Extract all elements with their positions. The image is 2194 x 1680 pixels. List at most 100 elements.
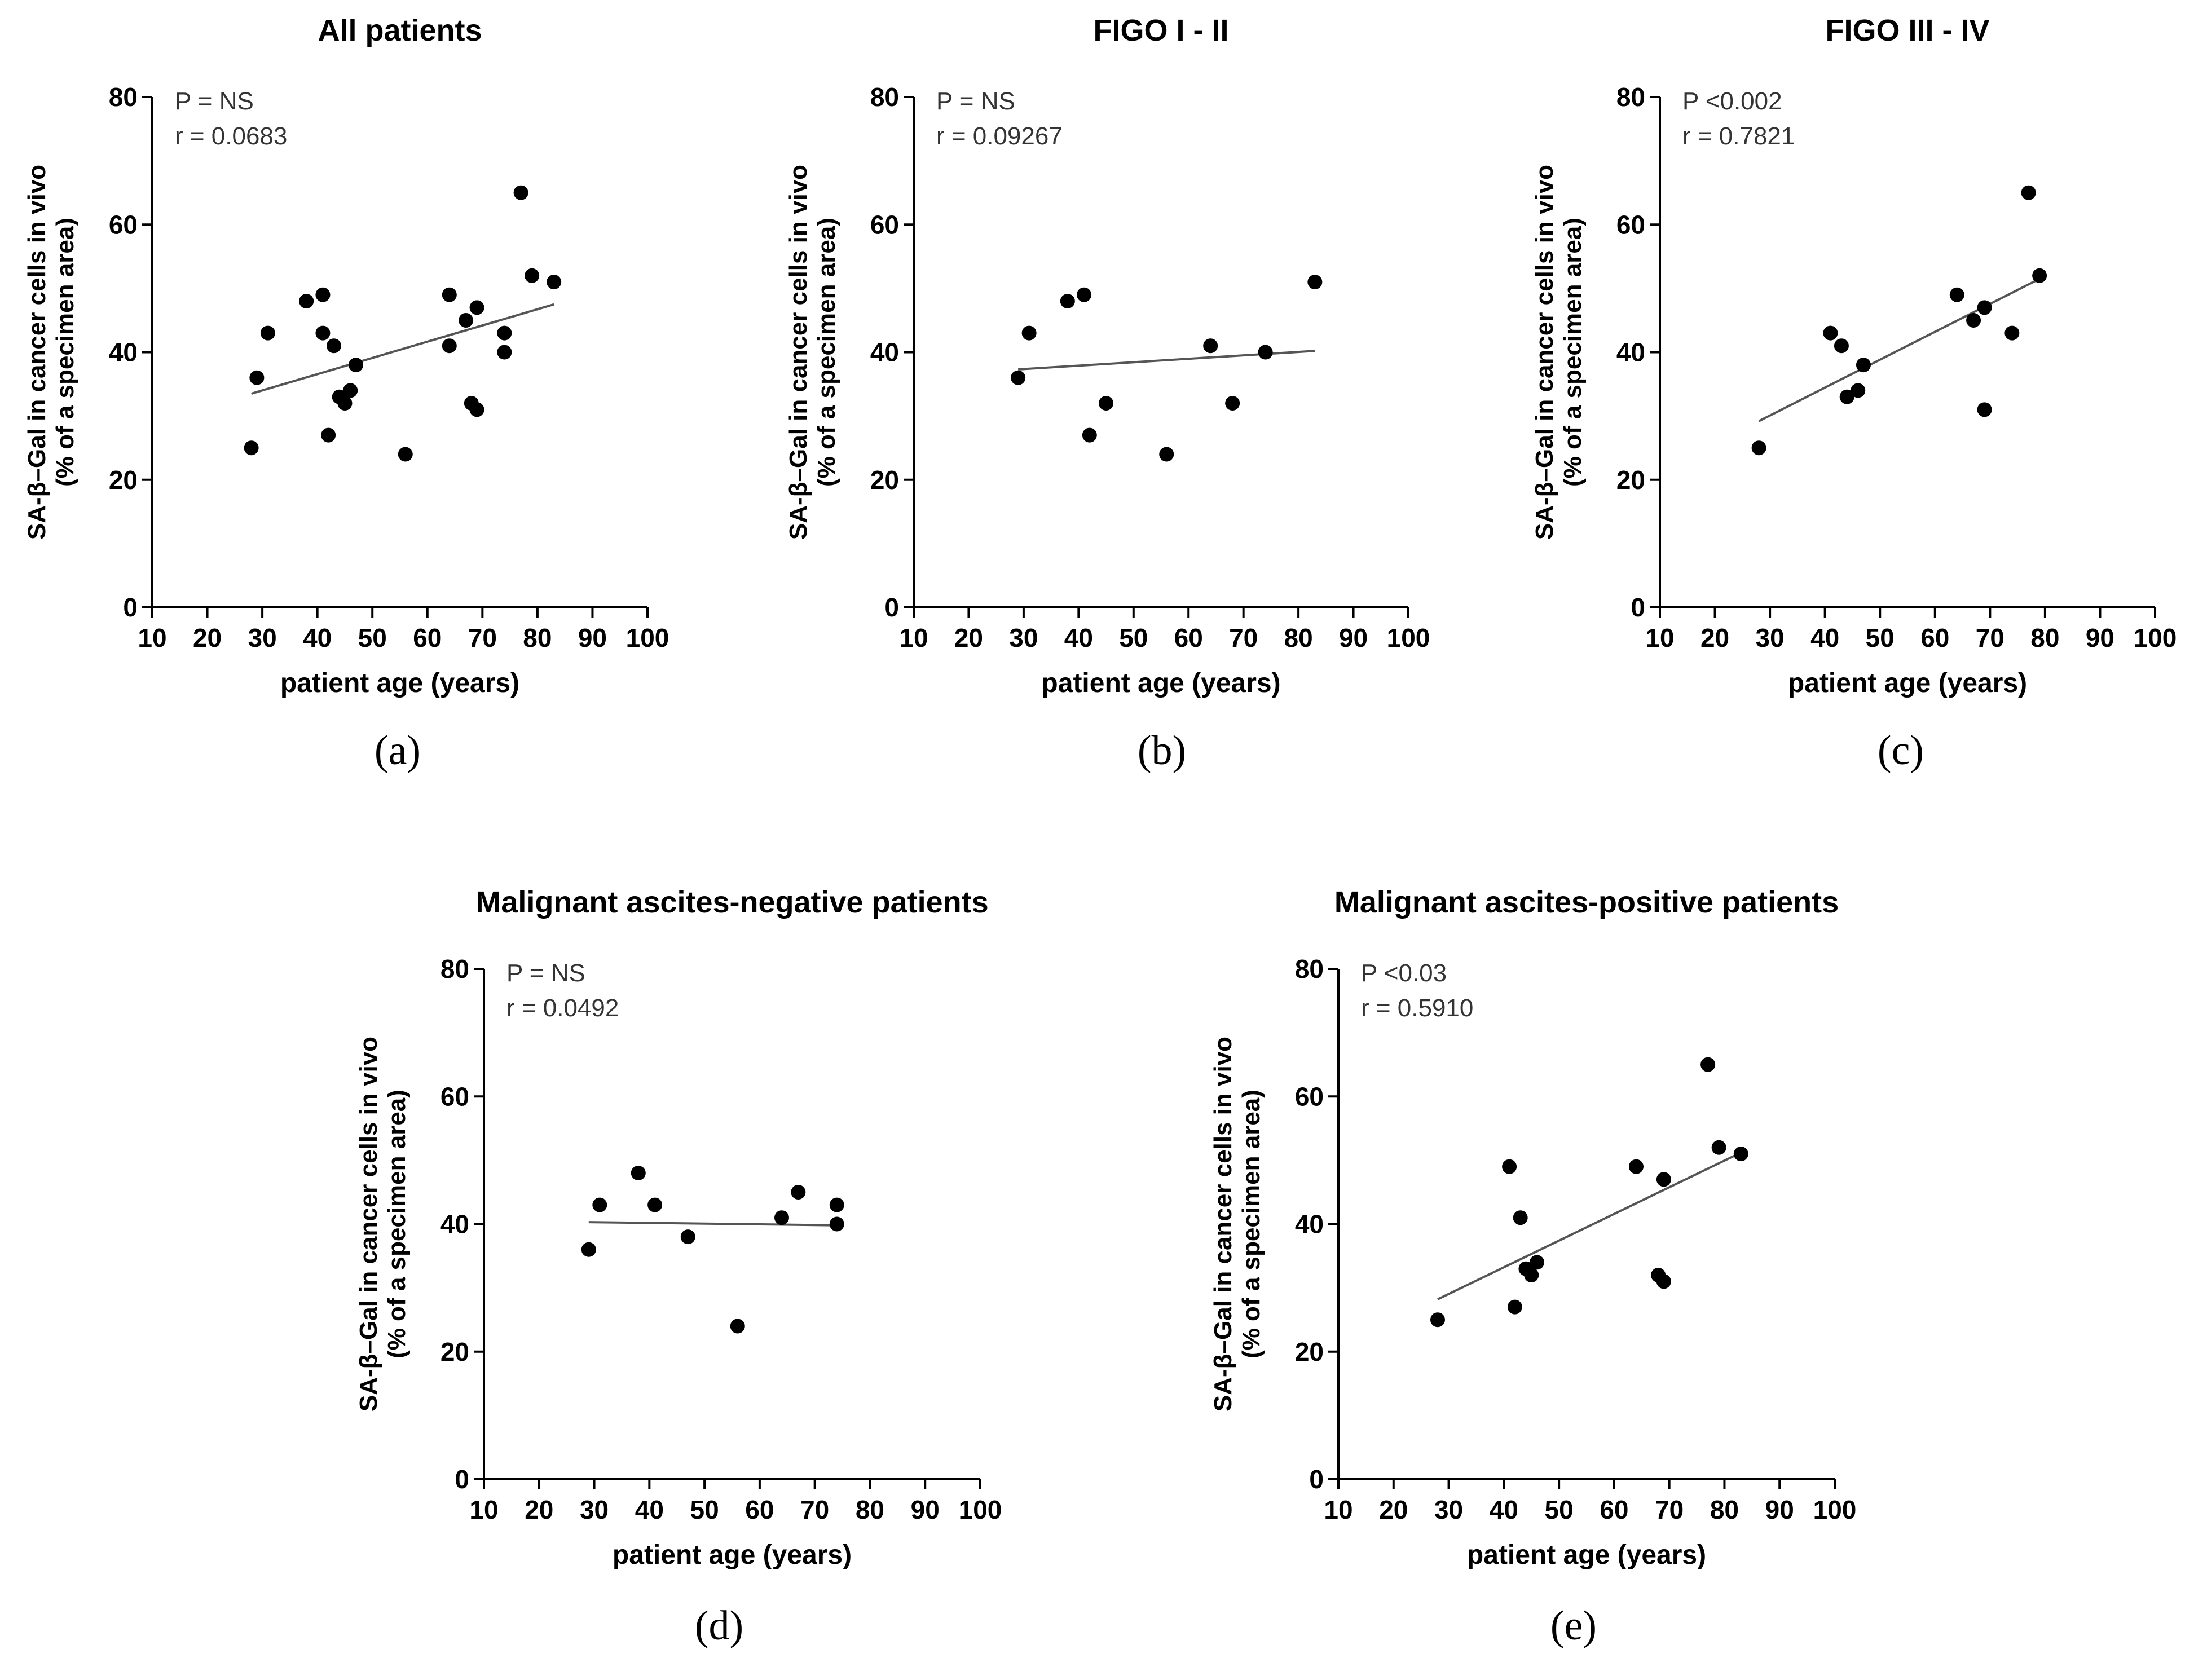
data-point [459, 312, 474, 328]
y-tick-label: 0 [1309, 1465, 1324, 1494]
y-tick-label: 0 [123, 593, 138, 622]
x-tick-label: 30 [1009, 623, 1038, 652]
data-point [2021, 185, 2036, 200]
data-point [299, 294, 314, 308]
x-axis-label: patient age (years) [280, 668, 519, 698]
chart-title: FIGO I - II [1094, 14, 1229, 47]
data-point [1839, 389, 1854, 404]
chart-panel-0: All patients 0 20 40 60 80 10 20 30 40 50 60 70 80 90 1… [23, 14, 669, 698]
y-tick-label: 60 [440, 1082, 469, 1111]
x-tick-label: 40 [635, 1495, 664, 1524]
stat-r-value: r = 0.0683 [175, 122, 287, 150]
y-axis-label-line1: SA-β–Gal in cancer cells in vivo [23, 165, 51, 540]
data-point [1077, 287, 1092, 302]
chart-title: FIGO III - IV [1825, 14, 1989, 47]
y-axis-label-line2: (% of a specimen area) [51, 218, 79, 487]
data-point [774, 1210, 789, 1225]
data-point [1203, 338, 1218, 354]
data-point [1656, 1274, 1671, 1289]
y-tick-label: 80 [870, 82, 899, 112]
stat-r-value: r = 0.09267 [936, 122, 1063, 150]
stat-p-value: P = NS [936, 87, 1015, 115]
data-point [1513, 1210, 1528, 1225]
panel-label: (d) [695, 1603, 743, 1649]
data-point [1856, 358, 1871, 373]
y-tick-label: 20 [440, 1337, 469, 1366]
data-point [1966, 312, 1981, 328]
y-tick-label: 40 [1616, 338, 1645, 367]
x-tick-label: 80 [856, 1495, 884, 1524]
panel-label: (c) [1878, 727, 1924, 774]
data-point [1629, 1159, 1644, 1174]
x-tick-label: 10 [1324, 1495, 1352, 1524]
x-tick-label: 100 [626, 623, 669, 652]
x-tick-label: 90 [2086, 623, 2114, 652]
x-tick-label: 100 [2134, 623, 2177, 652]
x-axis-label: patient age (years) [1041, 668, 1280, 698]
x-tick-label: 50 [1866, 623, 1895, 652]
x-tick-label: 50 [1545, 1495, 1574, 1524]
stat-p-value: P = NS [506, 959, 585, 987]
data-point [1430, 1312, 1445, 1328]
stat-p-value: P <0.002 [1682, 87, 1782, 115]
data-point [315, 287, 331, 302]
panel-label: (e) [1550, 1603, 1597, 1649]
stat-r-value: r = 0.5910 [1361, 994, 1473, 1022]
data-point [442, 287, 457, 302]
chart-title: All patients [318, 14, 482, 47]
data-point [1524, 1268, 1539, 1282]
data-point [1099, 396, 1114, 411]
data-point [1082, 427, 1097, 443]
y-axis-label-line1: SA-β–Gal in cancer cells in vivo [355, 1037, 382, 1412]
data-point [513, 185, 528, 200]
data-point [1159, 447, 1174, 462]
data-point [525, 268, 540, 283]
data-point [829, 1216, 844, 1232]
data-point [1977, 300, 1992, 315]
data-point [315, 325, 331, 341]
x-tick-label: 30 [1756, 623, 1785, 652]
x-tick-label: 60 [1174, 623, 1203, 652]
x-tick-label: 20 [1379, 1495, 1408, 1524]
y-tick-label: 40 [870, 338, 899, 367]
data-point [1656, 1172, 1671, 1187]
data-point [2032, 268, 2047, 283]
x-tick-label: 60 [1920, 623, 1949, 652]
x-tick-label: 60 [745, 1495, 774, 1524]
y-axis-label-line1: SA-β–Gal in cancer cells in vivo [785, 165, 812, 540]
x-tick-label: 30 [580, 1495, 609, 1524]
x-tick-label: 80 [2030, 623, 2059, 652]
y-tick-label: 60 [1616, 210, 1645, 239]
x-tick-label: 40 [1490, 1495, 1518, 1524]
x-axis-label: patient age (years) [1467, 1540, 1706, 1570]
y-axis-label-line2: (% of a specimen area) [1237, 1090, 1265, 1359]
stat-r-value: r = 0.0492 [506, 994, 619, 1022]
chart-title: Malignant ascites-positive patients [1334, 885, 1839, 919]
data-point [249, 370, 265, 385]
y-axis-label-line2: (% of a specimen area) [813, 218, 840, 487]
data-point [730, 1319, 745, 1334]
chart-panel-2: FIGO III - IV 0 20 40 60 80 10 20 30 40 50 60 70 80 90… [1531, 14, 2177, 698]
data-point [1949, 287, 1964, 302]
data-point [348, 358, 363, 373]
y-tick-label: 20 [1616, 465, 1645, 495]
y-tick-label: 40 [1295, 1210, 1324, 1239]
data-point [497, 325, 512, 341]
data-point [343, 383, 358, 398]
x-tick-label: 90 [578, 623, 607, 652]
x-tick-label: 30 [248, 623, 277, 652]
y-tick-label: 40 [109, 338, 138, 367]
data-point [1977, 402, 1992, 417]
data-point [1060, 294, 1075, 308]
data-point [1751, 440, 1766, 456]
x-tick-label: 10 [1645, 623, 1674, 652]
data-point [442, 338, 457, 354]
x-tick-label: 80 [1284, 623, 1313, 652]
x-tick-label: 20 [954, 623, 983, 652]
x-tick-label: 50 [690, 1495, 719, 1524]
data-point [1258, 345, 1273, 360]
x-tick-label: 80 [523, 623, 552, 652]
data-point [791, 1184, 806, 1200]
y-tick-label: 60 [109, 210, 138, 239]
data-point [1307, 275, 1323, 290]
